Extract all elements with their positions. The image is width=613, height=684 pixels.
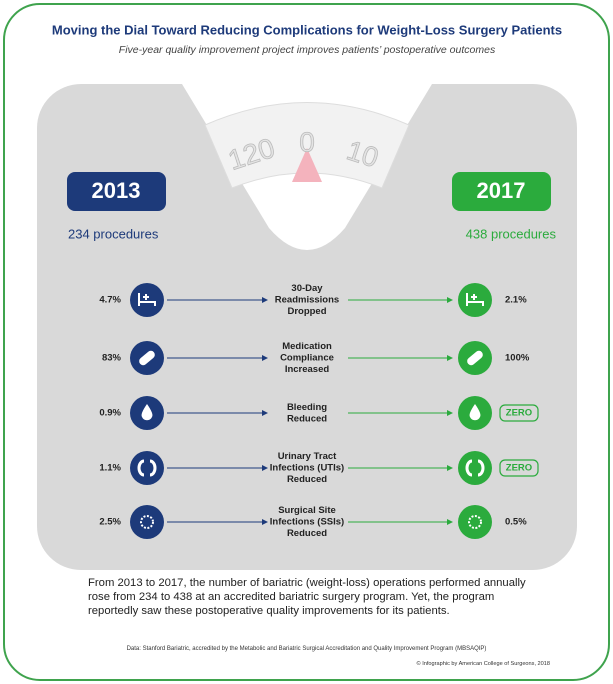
after-value: 100% [505,353,530,364]
footer-text: From 2013 to 2017, the number of bariatr… [88,576,538,618]
page: Moving the Dial Toward Reducing Complica… [0,0,613,684]
before-value: 2.5% [99,517,121,528]
after-value: ZERO [506,463,532,474]
icon-circle [130,451,164,485]
outcome-label: 30-Day [291,283,323,294]
outcome-label: Medication [282,341,332,352]
outcome-label: Reduced [287,474,327,485]
year: 2013 [92,178,141,203]
before-value: 83% [102,353,122,364]
outcome-label: Infections (UTIs) [270,463,344,474]
outcome-label: Increased [285,364,330,375]
outcome-label: Reduced [287,413,327,424]
procedures: 234 procedures [68,226,159,241]
after-value: 2.1% [505,295,527,306]
source: Data: Stanford Bariatric, accredited by … [40,646,573,652]
outcome-label: Dropped [287,306,326,317]
dial-label: 0 [299,126,315,157]
year: 2017 [477,178,526,203]
before-value: 1.1% [99,463,121,474]
before-value: 4.7% [99,295,121,306]
title: Moving the Dial Toward Reducing Complica… [52,22,562,37]
outcome-label: Bleeding [287,402,327,413]
after-value: ZERO [506,408,532,419]
outcome-label: Reduced [287,528,327,539]
icon-circle [458,451,492,485]
icon-circle [130,505,164,539]
outcome-label: Compliance [280,353,334,364]
icon-circle [458,505,492,539]
subtitle: Five-year quality improvement project im… [119,44,496,56]
outcome-label: Urinary Tract [278,451,337,462]
after-value: 0.5% [505,517,527,528]
credit: © Infographic by American College of Sur… [300,661,550,667]
outcome-label: Infections (SSIs) [270,517,344,528]
outcome-label: Surgical Site [278,505,336,516]
procedures: 438 procedures [466,226,557,241]
outcome-label: Readmissions [275,295,339,306]
before-value: 0.9% [99,408,121,419]
